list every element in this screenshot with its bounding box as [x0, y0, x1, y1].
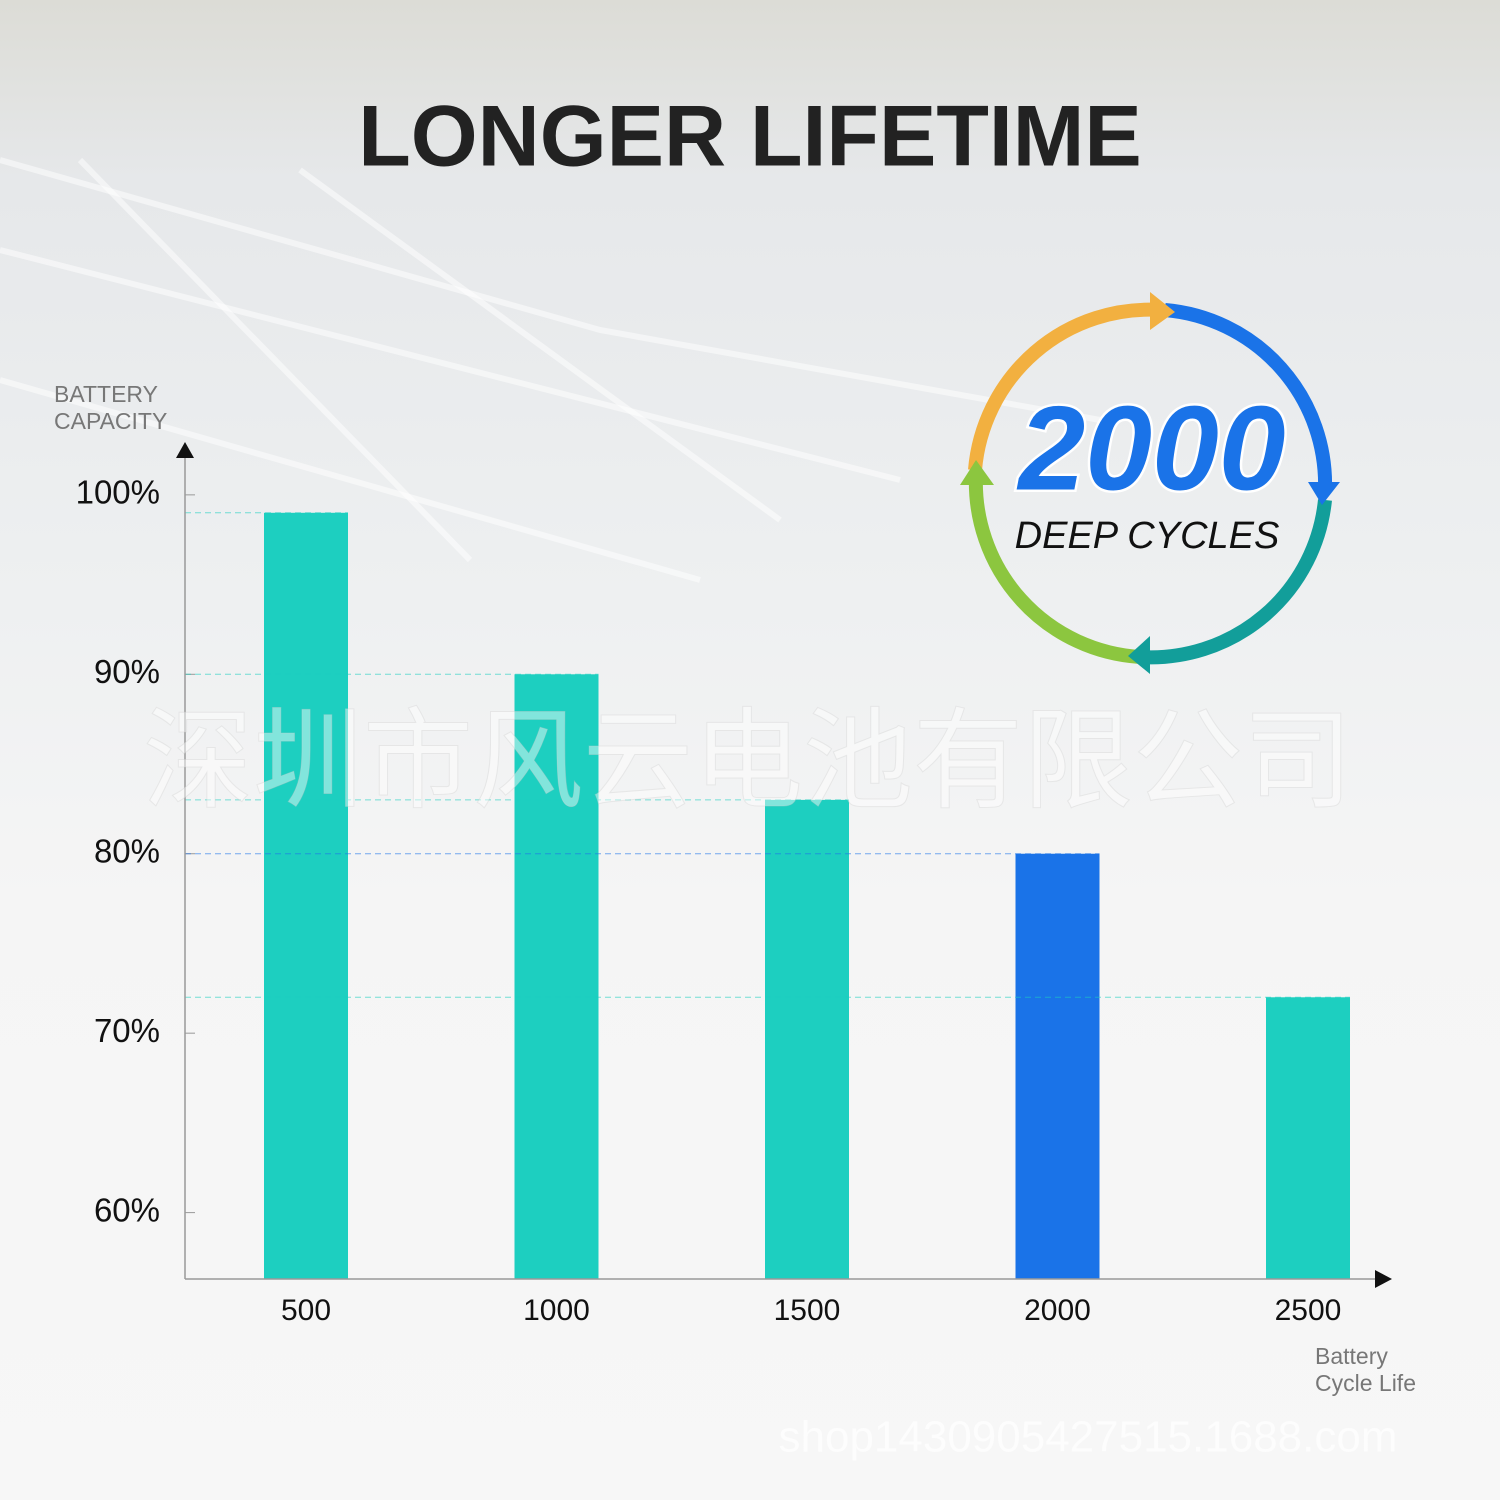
- bar: [1266, 997, 1350, 1279]
- bar: [264, 512, 348, 1279]
- bar: [765, 799, 849, 1279]
- x-tick-label: 1000: [523, 1294, 590, 1327]
- x-axis-arrow: [1375, 1270, 1392, 1288]
- y-tick-label: 70%: [94, 1012, 160, 1049]
- x-axis-label: Battery: [1315, 1343, 1388, 1369]
- y-axis-label: BATTERY: [54, 381, 158, 407]
- bar: [514, 674, 599, 1279]
- y-tick-label: 60%: [94, 1191, 160, 1228]
- chart-title: LONGER LIFETIME: [358, 89, 1142, 185]
- bar: [1015, 853, 1100, 1279]
- badge-text: DEEP CYCLES: [1015, 515, 1280, 557]
- x-tick-label: 2000: [1024, 1294, 1091, 1327]
- watermark: shop1430905427515.1688.com: [779, 1413, 1398, 1462]
- y-tick-label: 100%: [76, 474, 160, 511]
- y-axis-arrow: [176, 442, 194, 458]
- x-axis-label: Cycle Life: [1315, 1370, 1416, 1396]
- y-axis-label: CAPACITY: [54, 408, 167, 434]
- x-tick-label: 500: [281, 1294, 331, 1327]
- x-tick-label: 2500: [1275, 1294, 1342, 1327]
- y-tick-label: 90%: [94, 653, 160, 690]
- x-tick-label: 1500: [774, 1294, 841, 1327]
- y-tick-label: 80%: [94, 832, 160, 869]
- panel-decor: [0, 157, 1101, 583]
- cycle-badge: [960, 292, 1340, 674]
- watermark: 深圳市风云电池有限公司: [143, 700, 1353, 823]
- badge-number: 2000: [1017, 382, 1286, 516]
